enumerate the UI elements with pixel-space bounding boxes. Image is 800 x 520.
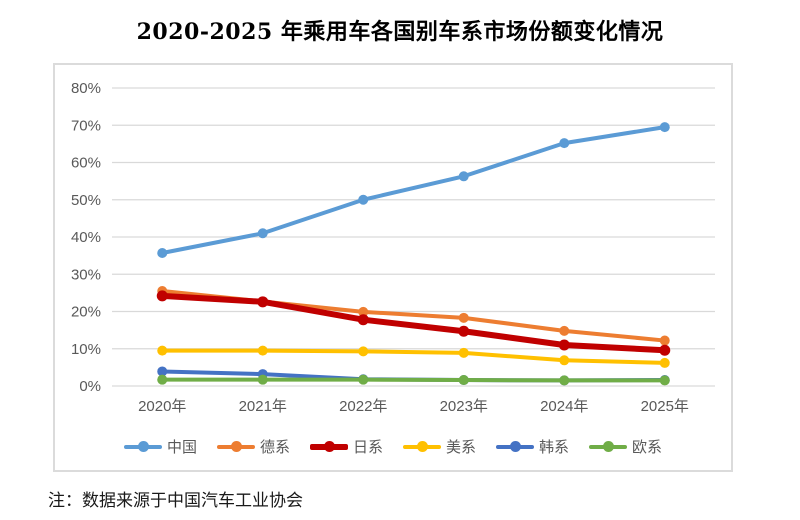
legend-dot-icon <box>323 441 335 452</box>
legend-marker-icon <box>403 440 441 453</box>
data-point-german <box>458 312 469 323</box>
data-point-european <box>559 375 570 386</box>
legend-dot-icon <box>417 441 428 452</box>
legend-marker-icon <box>216 440 255 453</box>
data-point-german <box>559 325 570 336</box>
data-point-china <box>358 194 369 205</box>
legend-dot-icon <box>603 441 615 452</box>
x-tick-label: 2021年 <box>239 398 287 415</box>
series-line-japanese <box>159 292 668 354</box>
y-tick-label: 0% <box>79 378 101 395</box>
legend-item-american: 美系 <box>403 436 476 457</box>
legend-dot-icon <box>230 441 242 452</box>
legend-label: 德系 <box>259 439 290 456</box>
x-tick-label: 2024年 <box>540 398 588 415</box>
source-note: 注：数据来源于中国汽车工业协会 <box>48 491 303 511</box>
legend-dot-icon <box>510 441 522 452</box>
data-point-japanese <box>156 290 168 302</box>
line-chart: 0% 10% 20% 30% 40% 50% 60% 70% 80% 2020年 2021年 2022… <box>71 80 715 415</box>
legend-marker-icon <box>589 440 628 453</box>
chart-title: 2020-2025 年乘用车各国别车系市场份额变化情况 <box>136 19 664 45</box>
legend-marker-icon <box>496 440 535 453</box>
y-tick-label: 60% <box>71 155 101 172</box>
data-point-japanese <box>257 296 269 308</box>
chart-legend: 中国 德系 日系 美系 韩系 欧系 <box>55 436 731 457</box>
x-tick-label: 2020年 <box>138 398 186 415</box>
legend-item-german: 德系 <box>216 436 290 457</box>
data-point-american <box>659 357 670 368</box>
y-tick-label: 50% <box>71 192 101 209</box>
x-tick-label: 2025年 <box>641 398 689 415</box>
legend-label: 日系 <box>352 439 383 456</box>
data-point-american <box>157 345 168 356</box>
legend-item-korean: 韩系 <box>496 436 569 457</box>
data-point-european <box>659 375 670 386</box>
y-tick-label: 20% <box>71 304 101 321</box>
y-tick-label: 30% <box>71 266 101 283</box>
data-point-japanese <box>659 344 671 356</box>
data-point-european <box>358 374 369 385</box>
legend-item-china: 中国 <box>123 436 197 457</box>
legend-label: 美系 <box>446 439 477 456</box>
legend-dot-icon <box>137 441 149 452</box>
y-tick-label: 40% <box>71 229 101 246</box>
series-line-china <box>160 125 667 256</box>
y-tick-label: 70% <box>71 117 101 134</box>
legend-label: 中国 <box>166 439 197 456</box>
series-line-european <box>160 377 667 383</box>
series-line-american <box>160 348 667 365</box>
legend-marker-icon <box>123 440 162 453</box>
data-point-european <box>257 374 268 385</box>
data-point-china <box>659 122 670 133</box>
data-point-china <box>559 138 570 149</box>
data-point-china <box>157 248 168 259</box>
x-tick-label: 2023年 <box>440 398 488 415</box>
legend-label: 欧系 <box>632 439 663 456</box>
data-point-american <box>358 346 369 357</box>
chart-container: 0% 10% 20% 30% 40% 50% 60% 70% 80% 2020年 2021年 2022… <box>53 63 733 472</box>
x-tick-label: 2022年 <box>339 398 387 415</box>
data-point-japanese <box>558 339 570 351</box>
y-tick-label: 10% <box>71 341 101 358</box>
legend-label: 韩系 <box>539 439 570 456</box>
data-point-american <box>257 345 268 356</box>
y-tick-label: 80% <box>71 80 101 97</box>
data-point-german <box>659 335 670 346</box>
data-point-european <box>157 374 168 385</box>
legend-item-japanese: 日系 <box>309 436 383 457</box>
data-point-american <box>559 355 570 366</box>
legend-item-european: 欧系 <box>589 436 662 457</box>
data-point-japanese <box>357 314 369 326</box>
data-point-japanese <box>458 325 470 337</box>
data-point-korean <box>157 366 168 377</box>
data-point-china <box>257 228 268 239</box>
data-point-american <box>458 347 469 358</box>
data-point-european <box>458 375 469 386</box>
data-point-china <box>458 171 469 182</box>
data-point-german <box>358 306 369 317</box>
legend-marker-icon <box>309 440 348 453</box>
